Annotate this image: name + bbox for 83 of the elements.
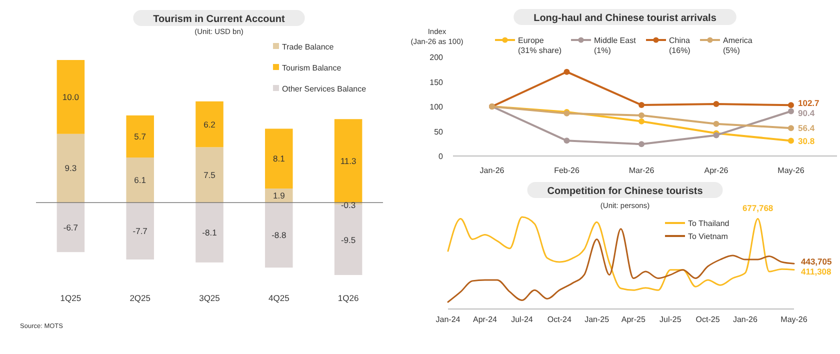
- chart-title: Long-haul and Chinese tourist arrivals: [534, 13, 717, 24]
- bar: [56, 60, 85, 134]
- point: [788, 125, 794, 132]
- legend-label: Middle East (1%): [594, 36, 637, 55]
- legend-label: China (16%): [669, 36, 691, 55]
- data-label: 30.8: [798, 136, 815, 146]
- bar: [126, 115, 154, 158]
- data-label: -7.7: [132, 226, 148, 236]
- x-tick-label: Oct-25: [696, 315, 720, 324]
- data-label: -6.7: [63, 222, 78, 232]
- data-label: 5.7: [134, 131, 146, 142]
- data-label: 6.2: [204, 119, 216, 130]
- point: [713, 120, 720, 127]
- data-label: 8.1: [272, 154, 286, 164]
- bar: [126, 158, 154, 203]
- x-tick-label: 1Q25: [60, 293, 82, 303]
- data-label: 443,705: [801, 256, 832, 267]
- bar: [56, 134, 85, 203]
- point: [788, 102, 794, 108]
- bar: [196, 147, 224, 203]
- data-label: 102.7: [798, 98, 820, 108]
- data-label: 411,308: [801, 266, 832, 277]
- bar: [265, 202, 293, 268]
- x-tick-label: Mar-26: [628, 166, 655, 175]
- data-label: 90.4: [798, 108, 815, 118]
- x-tick-label: Jul-24: [511, 315, 534, 324]
- x-tick-label: Jan-25: [584, 315, 610, 324]
- chart-title: Tourism in Current Account: [153, 14, 286, 25]
- legend-label: Europe (31% share): [518, 36, 562, 55]
- data-label: 677,768: [742, 202, 774, 213]
- data-label: -8.1: [202, 228, 218, 238]
- x-tick-label: Apr-25: [621, 315, 646, 324]
- point: [638, 102, 644, 108]
- y-tick-label: 200: [430, 53, 444, 62]
- y-tick-label: 0: [438, 152, 444, 161]
- data-label: 9.3: [64, 163, 77, 174]
- x-tick-label: 4Q25: [268, 293, 290, 303]
- bar: [196, 202, 224, 262]
- x-tick-label: Jan-24: [436, 315, 461, 324]
- bar: [196, 101, 224, 148]
- x-tick-label: Feb-26: [554, 166, 580, 175]
- point: [564, 138, 570, 144]
- data-label: 1.9: [272, 190, 286, 201]
- chart-title: Competition for Chinese tourists: [547, 186, 704, 197]
- data-label: -8.8: [272, 230, 286, 240]
- x-tick-label: May-26: [780, 315, 808, 324]
- x-tick-label: Jul-25: [660, 315, 682, 324]
- x-tick-label: Jan-26: [732, 315, 758, 324]
- x-tick-label: 2Q25: [130, 293, 151, 303]
- point: [788, 108, 794, 114]
- point: [638, 118, 644, 124]
- y-tick-label: 150: [430, 78, 444, 87]
- legend-label: America (5%): [723, 36, 753, 55]
- legend-label: Tourism Balance: [282, 64, 342, 72]
- point: [638, 112, 644, 118]
- bar: [334, 119, 362, 203]
- data-label: -9.5: [340, 234, 356, 245]
- x-tick-label: Apr-24: [472, 315, 498, 324]
- data-label: -0.3: [340, 200, 356, 210]
- y-tick-label: 50: [434, 127, 444, 136]
- point: [564, 68, 570, 75]
- data-label: 10.0: [62, 92, 80, 102]
- data-label: 56.4: [798, 123, 815, 134]
- y-tick-label: 100: [430, 102, 444, 112]
- point: [638, 141, 644, 148]
- legend-label: To Vietnam: [688, 232, 728, 241]
- x-tick-label: 3Q25: [199, 293, 220, 303]
- point: [713, 101, 720, 108]
- bar: [265, 128, 293, 189]
- data-label: 6.1: [134, 175, 146, 186]
- x-tick-label: May-26: [778, 166, 805, 175]
- point: [788, 138, 794, 144]
- legend-label: Trade Balance: [282, 42, 334, 52]
- x-tick-label: 1Q26: [338, 293, 359, 303]
- x-tick-label: Oct-24: [547, 315, 572, 324]
- legend-label: Other Services Balance: [282, 84, 367, 94]
- x-tick-label: Jan-26: [480, 166, 505, 175]
- bar: [126, 202, 154, 260]
- data-label: 7.5: [204, 170, 216, 180]
- legend-label: To Thailand: [688, 219, 730, 228]
- x-tick-label: Apr-26: [704, 166, 729, 175]
- bar: [56, 202, 85, 252]
- data-label: 11.3: [340, 156, 357, 166]
